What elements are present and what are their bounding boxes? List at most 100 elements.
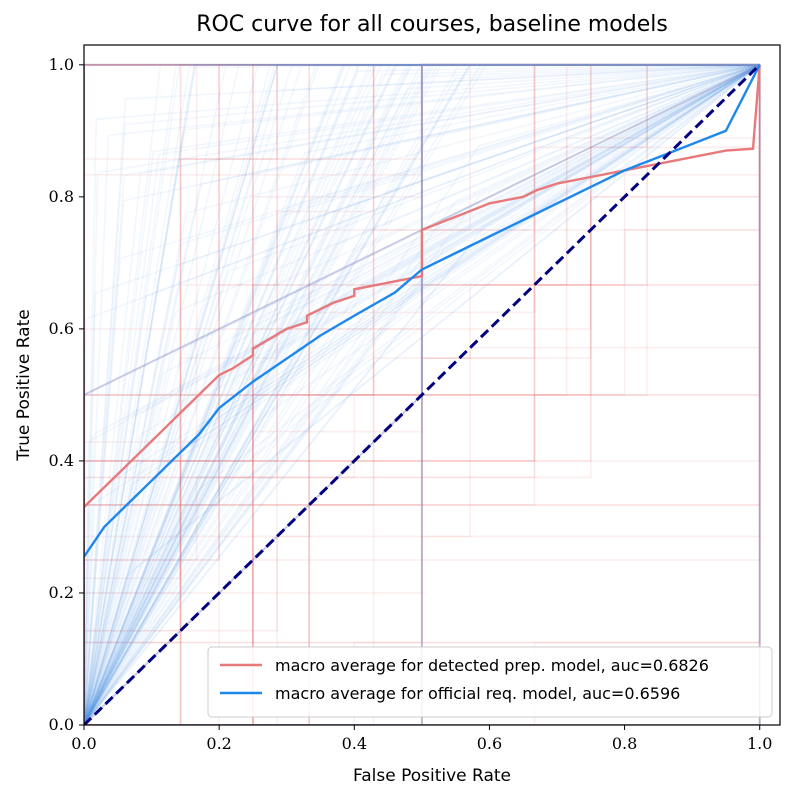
course-curve-official-req — [84, 64, 760, 725]
course-curve-official-req — [84, 64, 760, 725]
course-curve-official-req — [84, 64, 760, 725]
course-curve-detected-prep — [84, 64, 760, 725]
course-curve-official-req — [84, 64, 760, 725]
course-curve-official-req — [84, 64, 761, 725]
course-curve-official-req — [84, 64, 760, 725]
course-curve-official-req — [84, 64, 760, 725]
course-curve-detected-prep — [84, 64, 760, 725]
course-curve-detected-prep — [84, 64, 760, 725]
course-curve-official-req — [84, 64, 761, 725]
course-curve-detected-prep — [84, 64, 761, 725]
y-tick-label: 0.6 — [49, 319, 74, 338]
course-curve-detected-prep — [84, 64, 760, 725]
course-curve-detected-prep — [84, 64, 761, 725]
chart-title: ROC curve for all courses, baseline mode… — [196, 12, 668, 37]
course-curve-official-req — [84, 64, 761, 725]
course-curve-official-req — [84, 64, 761, 725]
course-curve-official-req — [84, 64, 760, 725]
course-curve-detected-prep — [84, 64, 761, 725]
course-curve-official-req — [84, 64, 760, 725]
course-curve-detected-prep — [84, 64, 760, 725]
course-curve-official-req — [84, 64, 761, 725]
course-curve-official-req — [84, 64, 761, 725]
course-curve-detected-prep — [84, 64, 760, 725]
course-curve-official-req — [84, 64, 760, 725]
course-curve-detected-prep — [84, 64, 760, 725]
course-curve-official-req — [84, 64, 761, 725]
course-curve-official-req — [84, 64, 760, 725]
course-curve-official-req — [84, 64, 760, 725]
course-curve-detected-prep — [84, 64, 760, 725]
course-curve-detected-prep — [84, 64, 760, 725]
course-curve-official-req — [84, 64, 760, 725]
course-curve-official-req — [84, 64, 761, 725]
course-curve-detected-prep — [84, 64, 761, 725]
course-curve-official-req — [84, 64, 761, 725]
course-curve-official-req — [84, 64, 760, 725]
course-curve-official-req — [84, 64, 760, 725]
course-curve-official-req — [84, 64, 761, 725]
course-curve-official-req — [84, 64, 761, 725]
course-curve-official-req — [84, 64, 760, 725]
course-curve-official-req — [84, 64, 761, 725]
y-tick-label: 1.0 — [49, 55, 74, 74]
course-curve-official-req — [84, 64, 761, 725]
course-curve-official-req — [84, 64, 760, 725]
chance-diagonal-line — [84, 63, 761, 725]
course-curve-official-req — [84, 64, 760, 725]
course-curve-official-req — [84, 64, 761, 725]
course-curve-official-req — [84, 64, 761, 725]
course-curve-official-req — [84, 64, 761, 725]
course-curve-detected-prep — [84, 64, 760, 725]
course-curve-official-req — [84, 64, 760, 725]
course-curve-detected-prep — [84, 64, 761, 725]
plot-frame — [83, 44, 781, 726]
course-curve-official-req — [84, 64, 761, 725]
course-curve-detected-prep — [84, 64, 760, 725]
y-tick-label: 0.4 — [49, 451, 74, 470]
course-curve-official-req — [84, 64, 760, 725]
course-curve-official-req — [84, 64, 760, 725]
course-curve-official-req — [84, 64, 761, 725]
course-curve-official-req — [84, 64, 761, 725]
course-curve-official-req — [84, 64, 760, 725]
y-axis-label: True Positive Rate — [14, 309, 34, 461]
course-curve-official-req — [84, 64, 761, 725]
legend: macro average for detected prep. model, … — [207, 646, 773, 718]
course-curve-official-req — [84, 64, 760, 725]
course-curve-official-req — [84, 64, 760, 725]
course-curve-official-req — [84, 64, 760, 725]
course-curve-official-req — [84, 64, 760, 725]
course-curve-official-req — [84, 64, 760, 725]
x-axis-label: False Positive Rate — [353, 766, 511, 786]
course-curve-official-req — [84, 64, 760, 725]
course-curve-official-req — [84, 64, 761, 725]
individual-course-curves — [84, 63, 761, 725]
course-curve-official-req — [84, 64, 760, 725]
course-curve-official-req — [84, 64, 761, 725]
course-curve-official-req — [84, 64, 761, 725]
course-curve-detected-prep — [84, 64, 760, 725]
course-curve-official-req — [84, 64, 760, 725]
course-curve-official-req — [84, 64, 760, 725]
course-curve-official-req — [84, 64, 761, 725]
course-curve-detected-prep — [84, 64, 761, 725]
course-curve-official-req — [84, 64, 760, 725]
course-curve-detected-prep — [84, 64, 760, 725]
course-curve-official-req — [84, 64, 760, 725]
course-curve-official-req — [84, 64, 760, 725]
course-curve-official-req — [84, 64, 760, 725]
x-tick-label: 0.6 — [477, 734, 502, 753]
course-curve-official-req — [84, 64, 760, 725]
course-curve-official-req — [84, 64, 761, 725]
legend-label-detected-prep: macro average for detected prep. model, … — [275, 656, 709, 675]
course-curve-official-req — [84, 64, 760, 725]
course-curve-official-req — [84, 64, 760, 725]
course-curve-detected-prep — [84, 64, 760, 725]
course-curve-detected-prep — [84, 64, 760, 725]
course-curve-official-req — [84, 64, 761, 725]
course-curve-official-req — [84, 64, 760, 725]
course-curve-official-req — [84, 64, 760, 725]
course-curve-official-req — [84, 64, 760, 725]
axes: 0.0 0.2 0.4 0.6 0.8 1.0 0.0 0.2 0.4 0.6 0.8 1.0 — [49, 44, 781, 753]
